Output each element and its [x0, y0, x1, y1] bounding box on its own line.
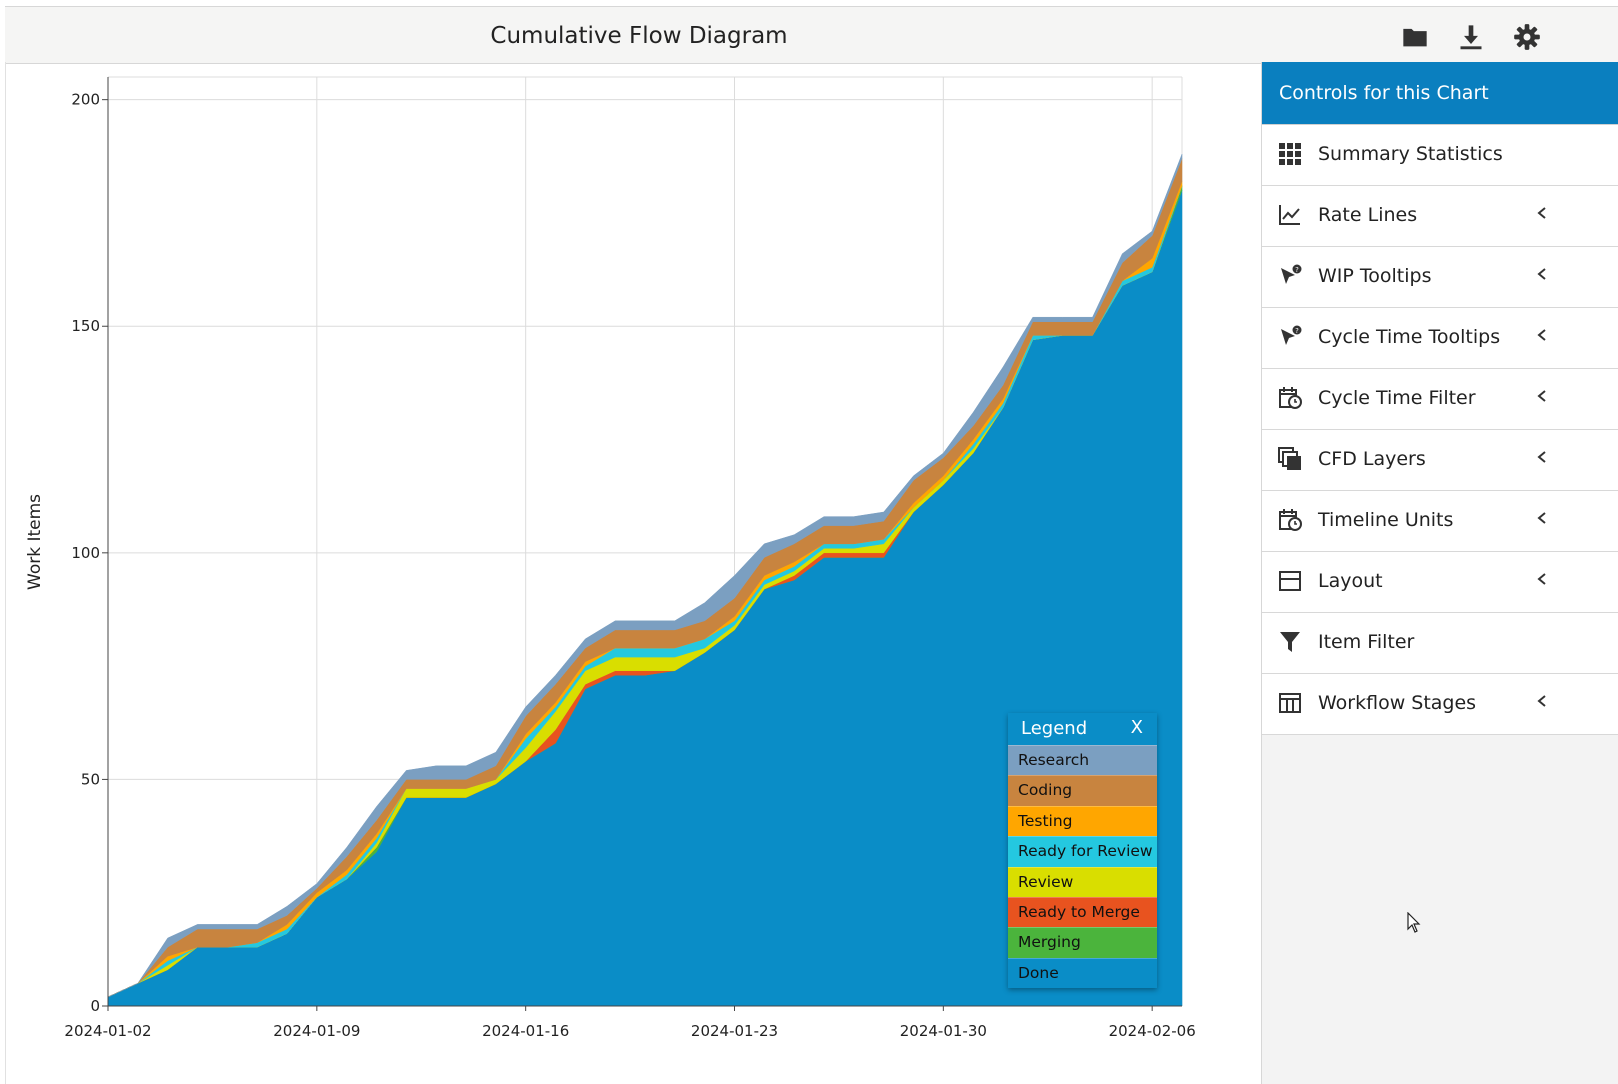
calendar-clock-icon	[1279, 387, 1302, 409]
y-tick-label: 100	[71, 544, 100, 562]
area-research	[107, 153, 1183, 998]
control-label: Item Filter	[1318, 631, 1415, 653]
filter-icon	[1280, 632, 1300, 652]
layers-icon	[1278, 447, 1301, 470]
control-label: Cycle Time Tooltips	[1318, 326, 1501, 348]
pointer-help-icon: ?	[1281, 325, 1302, 345]
legend-title: Legend	[1021, 718, 1088, 739]
chart-line-icon	[1279, 205, 1300, 225]
legend-item-review[interactable]: Review	[1008, 866, 1157, 897]
x-tick-label: 2024-01-09	[273, 1022, 360, 1040]
page-title: Cumulative Flow Diagram	[490, 23, 788, 49]
control-label: Timeline Units	[1318, 509, 1454, 531]
y-tick-label: 150	[71, 317, 100, 335]
control-label: Cycle Time Filter	[1318, 387, 1476, 409]
y-axis-label: Work Items	[25, 494, 45, 590]
control-cycle-time-tooltips[interactable]: ? Cycle Time Tooltips	[1262, 308, 1618, 369]
chevron-left-icon[interactable]	[1536, 328, 1548, 342]
legend-item-done[interactable]: Done	[1008, 957, 1157, 989]
chevron-left-icon[interactable]	[1536, 206, 1548, 220]
chevron-left-icon[interactable]	[1536, 572, 1548, 586]
layout-icon	[1279, 571, 1301, 591]
svg-text:?: ?	[1295, 327, 1299, 335]
control-label: Rate Lines	[1318, 204, 1418, 226]
x-tick-label: 2024-01-23	[691, 1022, 778, 1040]
legend-item-ready-for-review[interactable]: Ready for Review	[1008, 836, 1157, 867]
control-label: WIP Tooltips	[1318, 265, 1432, 287]
y-tick-label: 0	[90, 997, 100, 1015]
chevron-left-icon[interactable]	[1536, 267, 1548, 281]
legend-item-testing[interactable]: Testing	[1008, 805, 1157, 837]
control-label: Summary Statistics	[1318, 143, 1503, 165]
chart-areas	[107, 153, 1183, 1007]
x-tick-label: 2024-01-16	[482, 1022, 569, 1040]
control-workflow-stages[interactable]: Workflow Stages	[1262, 674, 1618, 735]
control-cfd-layers[interactable]: CFD Layers	[1262, 430, 1618, 491]
control-rate-lines[interactable]: Rate Lines	[1262, 186, 1618, 247]
control-summary-statistics[interactable]: Summary Statistics	[1262, 125, 1618, 186]
calendar-clock-icon	[1279, 509, 1302, 531]
y-tick-label: 50	[81, 770, 100, 788]
control-label: Layout	[1318, 570, 1383, 592]
download-icon[interactable]	[1457, 23, 1485, 51]
controls-panel-title: Controls for this Chart	[1262, 62, 1618, 125]
legend-header: Legend X	[1008, 713, 1157, 745]
pointer-help-icon: ?	[1281, 264, 1302, 284]
control-item-filter[interactable]: Item Filter	[1262, 613, 1618, 674]
legend-close-button[interactable]: X	[1130, 717, 1143, 738]
legend-items: Research Coding Testing Ready for Review Rev…	[1008, 745, 1157, 989]
mouse-cursor-icon	[1407, 912, 1421, 933]
legend: Legend X Research Coding Testing Ready for …	[1008, 713, 1157, 989]
chevron-left-icon[interactable]	[1536, 450, 1548, 464]
title-bar: Cumulative Flow Diagram	[5, 6, 1618, 64]
legend-item-ready-to-merge[interactable]: Ready to Merge	[1008, 896, 1157, 928]
control-wip-tooltips[interactable]: ? WIP Tooltips	[1262, 247, 1618, 308]
controls-list: Summary Statistics Rate Lines? WIP Tooltip…	[1262, 125, 1618, 735]
x-tick-label: 2024-01-30	[900, 1022, 987, 1040]
gear-icon[interactable]	[1513, 23, 1541, 51]
chevron-left-icon[interactable]	[1536, 694, 1548, 708]
y-tick-label: 200	[71, 91, 100, 109]
legend-item-coding[interactable]: Coding	[1008, 775, 1157, 806]
control-cycle-time-filter[interactable]: Cycle Time Filter	[1262, 369, 1618, 430]
folder-icon[interactable]	[1401, 23, 1429, 51]
control-layout[interactable]: Layout	[1262, 552, 1618, 613]
legend-item-research[interactable]: Research	[1008, 745, 1157, 776]
control-label: Workflow Stages	[1318, 692, 1477, 714]
svg-text:?: ?	[1295, 266, 1299, 274]
chevron-left-icon[interactable]	[1536, 389, 1548, 403]
chevron-left-icon[interactable]	[1536, 511, 1548, 525]
x-tick-label: 2024-01-02	[64, 1022, 151, 1040]
control-label: CFD Layers	[1318, 448, 1426, 470]
legend-item-merging[interactable]: Merging	[1008, 927, 1157, 958]
columns-icon	[1279, 693, 1301, 713]
cfd-chart: 0 50 100 150 200 2024-01-02 2024-01-09 2024-01-…	[25, 76, 1196, 1040]
x-tick-label: 2024-02-06	[1109, 1022, 1196, 1040]
control-timeline-units[interactable]: Timeline Units	[1262, 491, 1618, 552]
page-left-edge	[5, 62, 6, 1084]
chart-axes: 0 50 100 150 200 2024-01-02 2024-01-09 2024-01-…	[64, 77, 1196, 1040]
controls-panel: Controls for this Chart Summary Statisti…	[1261, 62, 1618, 1084]
grid-icon	[1279, 143, 1301, 165]
